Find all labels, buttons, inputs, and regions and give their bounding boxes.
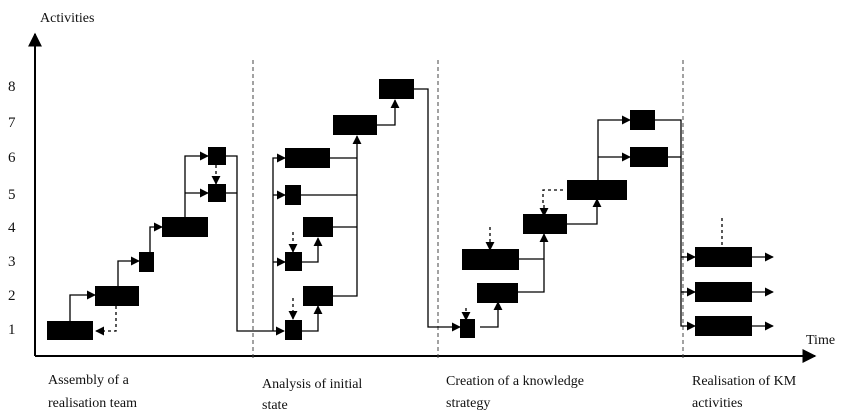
y-tick-labels: 1 2 3 4 5 6 7 8 <box>8 79 16 338</box>
activity-box <box>630 147 668 167</box>
phase-label: Analysis of initial state <box>262 377 366 413</box>
phase-label: Assembly of a realisation team <box>48 373 137 411</box>
axes <box>28 32 817 363</box>
y-tick-label: 4 <box>8 220 16 236</box>
activity-box <box>379 79 414 99</box>
activity-box <box>333 115 377 135</box>
activity-box <box>567 180 627 200</box>
activity-box <box>285 185 301 205</box>
connectors <box>69 88 774 336</box>
activity-box <box>303 286 333 306</box>
activity-box <box>208 184 226 202</box>
phase-separators <box>252 60 684 360</box>
activity-box <box>695 247 752 267</box>
y-tick-label: 5 <box>8 187 16 203</box>
activity-box <box>95 286 139 306</box>
y-tick-label: 8 <box>8 79 16 95</box>
activity-box <box>285 148 330 168</box>
activity-box <box>630 110 655 130</box>
activity-box <box>523 214 567 234</box>
y-tick-label: 3 <box>8 254 16 270</box>
activity-box <box>285 252 302 271</box>
activity-box <box>462 249 519 270</box>
y-tick-label: 6 <box>8 150 16 166</box>
activity-box <box>695 316 752 336</box>
y-tick-label: 2 <box>8 288 16 304</box>
y-tick-label: 1 <box>8 322 16 338</box>
activity-box <box>477 283 518 303</box>
activity-box <box>695 282 752 302</box>
activity-box <box>162 217 208 237</box>
activity-box <box>303 217 333 237</box>
activity-box <box>47 321 93 340</box>
activity-box <box>139 252 154 272</box>
y-tick-label: 7 <box>8 115 16 131</box>
activity-box <box>208 147 226 165</box>
activity-boxes <box>47 79 752 340</box>
activity-box <box>460 319 475 338</box>
x-axis-title: Time <box>806 333 835 348</box>
phase-label: Realisation of KM activities <box>692 374 800 411</box>
y-axis-title: Activities <box>40 11 94 26</box>
phase-labels: Assembly of a realisation team Analysis … <box>48 373 800 413</box>
activity-box <box>285 320 302 340</box>
phase-label: Creation of a knowledge strategy <box>446 374 588 411</box>
